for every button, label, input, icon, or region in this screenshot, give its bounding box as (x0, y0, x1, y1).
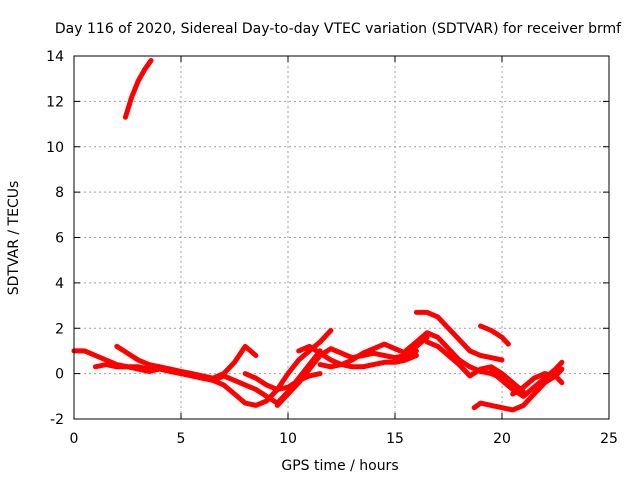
y-tick-label: 0 (55, 367, 64, 383)
x-tick-label: 20 (493, 431, 511, 447)
series-line-arc-11 (413, 309, 505, 363)
grid-layer (74, 56, 609, 419)
y-tick-label: 14 (46, 49, 64, 65)
chart-title: Day 116 of 2020, Sidereal Day-to-day VTE… (55, 21, 622, 37)
x-tick-label: 25 (600, 431, 618, 447)
series-line-arc-15 (471, 366, 565, 413)
x-tick-label: 0 (70, 431, 79, 447)
y-tick-label: 12 (46, 94, 64, 110)
y-axis-label: SDTVAR / TECUs (6, 181, 22, 296)
y-tick-label: 6 (55, 231, 64, 247)
series-line-arc-6 (221, 348, 323, 406)
series-layer (71, 58, 565, 413)
series-line-arc-1 (122, 58, 154, 120)
series-line-arc-9 (296, 343, 419, 370)
series-line-arc-14 (478, 323, 511, 347)
series-line-arc-13 (424, 339, 526, 395)
y-tick-label: 10 (46, 140, 64, 156)
x-tick-label: 10 (279, 431, 297, 447)
series-line-arc-16 (488, 359, 565, 399)
x-tick-label: 5 (177, 431, 186, 447)
series-line-arc-4 (114, 343, 259, 381)
series-line-arc-7 (242, 371, 323, 392)
y-tick-label: -2 (50, 412, 64, 428)
series-line-arc-8 (274, 346, 419, 408)
y-tick-label: 8 (55, 185, 64, 201)
x-tick-label: 15 (386, 431, 404, 447)
x-axis-label: GPS time / hours (281, 458, 398, 474)
tick-layer: 0 5 10 15 20 25 -2 0 2 4 6 8 10 12 14 (46, 49, 618, 447)
y-tick-label: 4 (55, 276, 64, 292)
series-line-arc-17 (510, 371, 565, 397)
y-tick-label: 2 (55, 321, 64, 337)
